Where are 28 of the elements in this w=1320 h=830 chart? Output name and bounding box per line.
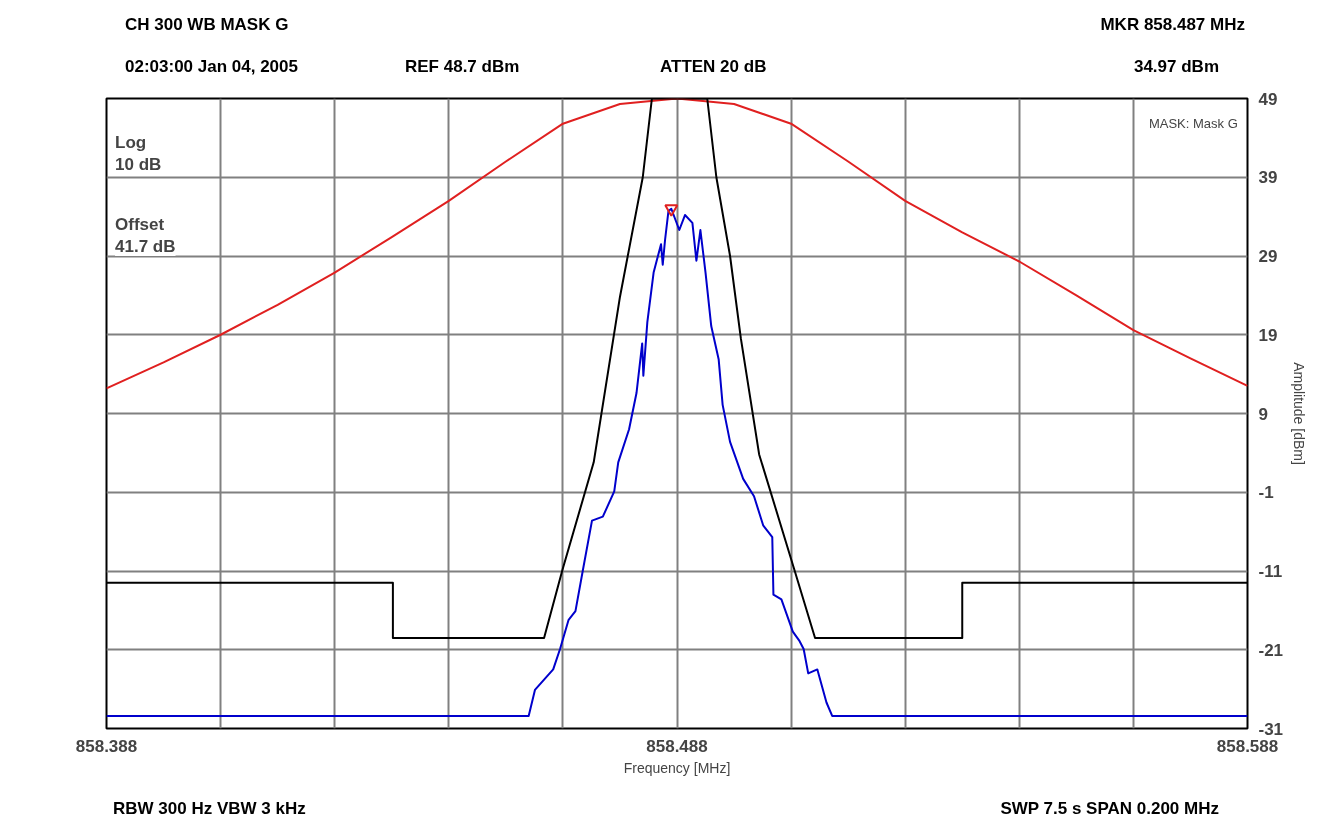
line-series [106,98,1248,390]
x-tick-label: 858.588 [1216,736,1279,756]
x-tick-label: 858.488 [646,736,708,756]
y-tick-label: -11 [1258,562,1283,581]
y-tick-label: 9 [1258,404,1268,424]
text: MKR 858.487 MHz [1100,14,1245,36]
text: ATTEN 20 dB [660,56,767,78]
y-axis-title: Amplitude [dBm] [1291,362,1308,465]
annotation: 10 dB [115,155,162,175]
text: 02:03:00 Jan 04, 2005 [125,56,298,78]
annotation: Offset [115,215,165,234]
x-axis-title: Frequency [MHz] [623,759,731,776]
y-tick-label: -1 [1258,483,1274,503]
annotation: Log [115,133,147,153]
y-tick-label: 29 [1258,247,1278,266]
annotation: MASK: Mask G [1148,116,1238,132]
x-tick-label: 858.388 [75,736,138,756]
text: SWP 7.5 s SPAN 0.200 MHz [1000,798,1219,820]
y-tick-label: -31 [1258,719,1284,739]
chart-title: CH 300 WB MASK G [125,14,289,36]
text: 34.97 dBm [1133,56,1219,78]
annotation: 41.7 dB [115,237,176,257]
text: RBW 300 Hz VBW 3 kHz [113,798,306,820]
y-tick-label: 49 [1258,89,1278,109]
y-tick-label: -21 [1258,640,1284,660]
y-tick-label: 19 [1258,325,1278,345]
y-tick-label: 39 [1258,168,1278,188]
text: REF 48.7 dBm [405,56,520,78]
